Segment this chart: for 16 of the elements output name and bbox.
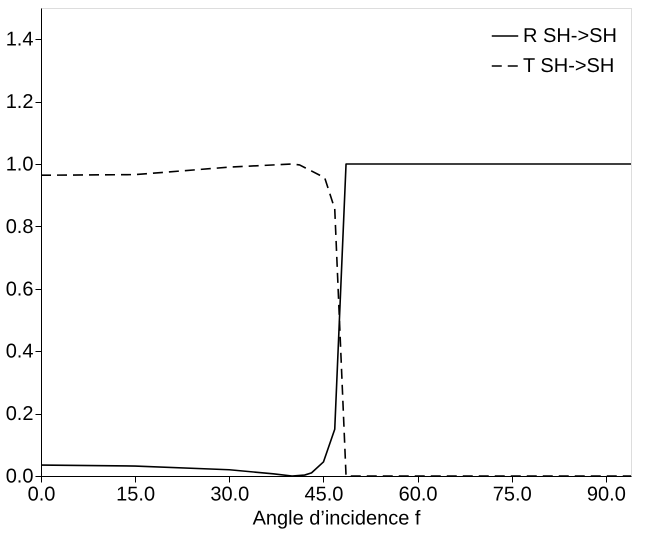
y-tick-label: 0.2 [6, 403, 34, 426]
legend-label: R SH->SH [523, 25, 617, 47]
legend-label: T SH->SH [523, 55, 614, 77]
y-tick-label: 1.2 [6, 91, 34, 114]
x-axis-title: Angle d’incidence f [252, 508, 421, 530]
y-tick-label: 0.8 [6, 216, 34, 238]
x-tick-label: 90.0 [586, 484, 626, 506]
x-tick-label: 30.0 [210, 484, 250, 506]
x-tick-label: 15.0 [116, 484, 156, 506]
y-tick-label: 1.0 [6, 154, 34, 176]
y-tick-label: 0.6 [6, 278, 34, 300]
x-tick-label: 60.0 [398, 484, 438, 506]
y-tick-label: 0.4 [6, 340, 34, 363]
y-tick-label: 1.4 [6, 28, 34, 51]
x-tick-label: 45.0 [304, 484, 344, 506]
x-tick-label: 75.0 [492, 484, 532, 506]
